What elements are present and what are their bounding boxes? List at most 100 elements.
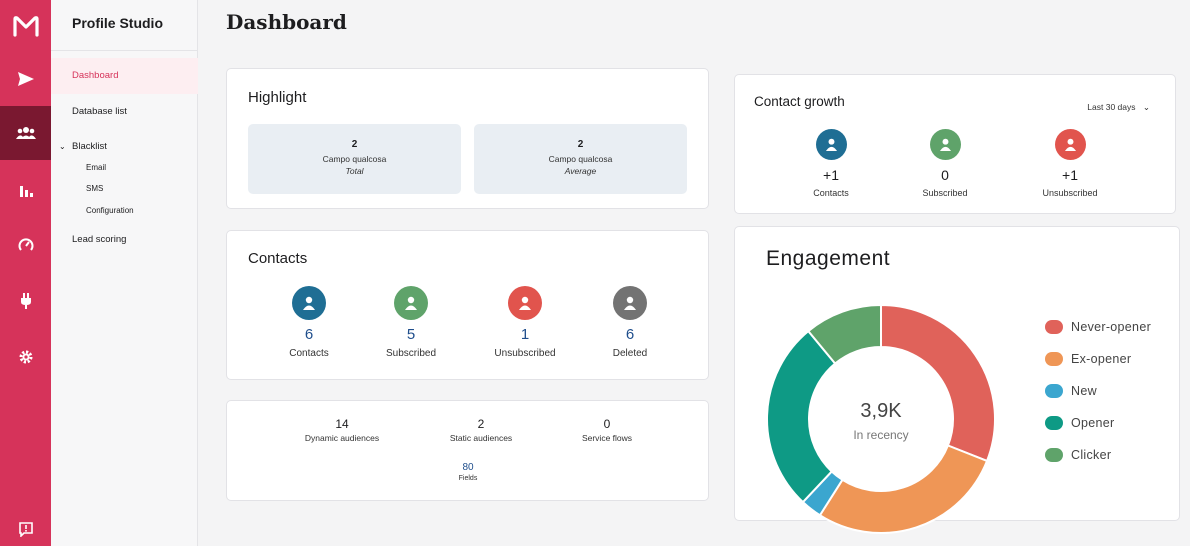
audience-service-flows[interactable]: 0 Service flows xyxy=(552,417,662,443)
highlight-box-total: 2 Campo qualcosa Total xyxy=(248,124,461,194)
donut-slice-opener[interactable] xyxy=(766,329,837,504)
user-icon xyxy=(613,286,647,320)
feedback-icon[interactable] xyxy=(0,512,51,546)
stat-label: Contacts xyxy=(289,348,329,359)
highlight-sublabel: Average xyxy=(564,166,597,176)
stat-value: 1 xyxy=(520,326,530,343)
sidebar-item-lead-scoring[interactable]: Lead scoring xyxy=(72,234,127,245)
contacts-card: Contacts 6 Contacts 5 Subscribed 1 Unsub… xyxy=(226,230,709,380)
growth-value: 0 xyxy=(941,167,949,183)
legend-swatch xyxy=(1045,448,1063,462)
fields-value: 80 xyxy=(462,462,474,473)
chevron-down-icon: ⌄ xyxy=(59,142,66,151)
app-title: Profile Studio xyxy=(72,15,163,31)
stat-label: Deleted xyxy=(612,348,648,359)
app-rail xyxy=(0,0,51,546)
send-icon[interactable] xyxy=(0,52,51,106)
highlight-label: Campo qualcosa xyxy=(548,154,613,164)
sidebar-item-database-list[interactable]: Database list xyxy=(72,106,127,117)
audience-label: Service flows xyxy=(581,433,633,443)
contact-growth-title: Contact growth xyxy=(754,94,845,109)
gear-icon[interactable] xyxy=(0,330,51,384)
highlight-box-average: 2 Campo qualcosa Average xyxy=(474,124,687,194)
sidebar: Profile Studio Dashboard Database list ⌄… xyxy=(51,0,198,546)
range-select[interactable]: Last 30 days ⌄ xyxy=(1087,102,1150,113)
range-label: Last 30 days xyxy=(1087,102,1136,112)
growth-value: +1 xyxy=(823,167,839,183)
highlight-label: Campo qualcosa xyxy=(322,154,387,164)
growth-label: Subscribed xyxy=(922,188,968,198)
stat-subscribed[interactable]: 5 Subscribed xyxy=(361,286,461,359)
user-icon xyxy=(292,286,326,320)
stat-value: 6 xyxy=(304,326,314,343)
bar-chart-icon[interactable] xyxy=(0,164,51,218)
stat-unsubscribed[interactable]: 1 Unsubscribed xyxy=(475,286,575,359)
growth-value: +1 xyxy=(1062,167,1078,183)
sidebar-item-blacklist[interactable]: ⌄ Blacklist xyxy=(51,141,198,152)
stat-value: 6 xyxy=(625,326,635,343)
fields-label: Fields xyxy=(458,475,478,482)
stat-label: Subscribed xyxy=(385,348,437,359)
sidebar-item-dashboard[interactable]: Dashboard xyxy=(51,58,198,94)
growth-label: Unsubscribed xyxy=(1042,188,1098,198)
highlight-value: 2 xyxy=(351,139,358,150)
user-icon xyxy=(815,129,847,160)
sidebar-subitem-configuration[interactable]: Configuration xyxy=(86,206,134,215)
legend-opener[interactable]: Opener xyxy=(1045,416,1115,430)
legend-swatch xyxy=(1045,352,1063,366)
legend-never-opener[interactable]: Never-opener xyxy=(1045,320,1151,334)
legend-swatch xyxy=(1045,320,1063,334)
engagement-card: Engagement 3,9K In recency Never-opener … xyxy=(734,226,1180,534)
user-icon xyxy=(394,286,428,320)
user-icon xyxy=(929,129,961,160)
highlight-card: Highlight 2 Campo qualcosa Total 2 Campo… xyxy=(226,68,709,209)
highlight-sublabel: Total xyxy=(345,166,364,176)
stat-deleted[interactable]: 6 Deleted xyxy=(580,286,680,359)
user-icon xyxy=(508,286,542,320)
page-title: Dashboard xyxy=(226,10,347,34)
growth-unsubscribed[interactable]: +1 Unsubscribed xyxy=(1020,129,1120,198)
legend-label: Never-opener xyxy=(1071,320,1152,334)
plug-icon[interactable] xyxy=(0,274,51,328)
center-label: In recency xyxy=(853,428,908,442)
legend-label: Opener xyxy=(1071,416,1115,430)
highlight-value: 2 xyxy=(577,139,584,150)
legend-ex-opener[interactable]: Ex-opener xyxy=(1045,352,1131,366)
audience-value: 0 xyxy=(603,417,611,431)
users-icon[interactable] xyxy=(0,106,51,160)
legend-clicker[interactable]: Clicker xyxy=(1045,448,1111,462)
growth-subscribed[interactable]: 0 Subscribed xyxy=(895,129,995,198)
stat-label: Unsubscribed xyxy=(494,348,556,359)
audience-fields[interactable]: 80 Fields xyxy=(413,462,523,482)
sidebar-subitem-sms[interactable]: SMS xyxy=(86,184,104,193)
audience-value: 2 xyxy=(477,417,485,431)
legend-swatch xyxy=(1045,416,1063,430)
legend-label: Ex-opener xyxy=(1071,352,1132,366)
legend-label: New xyxy=(1071,384,1097,398)
audience-label: Static audiences xyxy=(449,433,513,443)
audience-static[interactable]: 2 Static audiences xyxy=(426,417,536,443)
sidebar-subitem-email[interactable]: Email xyxy=(86,163,107,172)
chevron-down-icon: ⌄ xyxy=(1142,102,1150,112)
growth-contacts[interactable]: +1 Contacts xyxy=(781,129,881,198)
legend-new[interactable]: New xyxy=(1045,384,1097,398)
audiences-card: 14 Dynamic audiences 2 Static audiences … xyxy=(226,400,709,501)
stat-contacts[interactable]: 6 Contacts xyxy=(259,286,359,359)
logo-icon[interactable] xyxy=(0,0,51,54)
highlight-title: Highlight xyxy=(248,89,307,106)
divider xyxy=(51,50,198,51)
audience-value: 14 xyxy=(335,417,349,431)
contact-growth-card: Contact growth Last 30 days ⌄ +1 Contact… xyxy=(734,74,1176,214)
donut-slice-clicker[interactable] xyxy=(806,303,882,365)
user-icon xyxy=(1054,129,1086,160)
center-value: 3,9K xyxy=(860,400,902,422)
donut-slice-never-opener[interactable] xyxy=(880,303,996,463)
contacts-title: Contacts xyxy=(248,250,308,267)
audience-dynamic[interactable]: 14 Dynamic audiences xyxy=(287,417,397,443)
gauge-icon[interactable] xyxy=(0,218,51,272)
donut-slice-ex-opener[interactable] xyxy=(818,444,989,534)
engagement-donut-chart: 3,9K In recency xyxy=(766,303,996,534)
legend-swatch xyxy=(1045,384,1063,398)
legend-label: Clicker xyxy=(1071,448,1112,462)
sidebar-item-label: Blacklist xyxy=(72,141,107,152)
